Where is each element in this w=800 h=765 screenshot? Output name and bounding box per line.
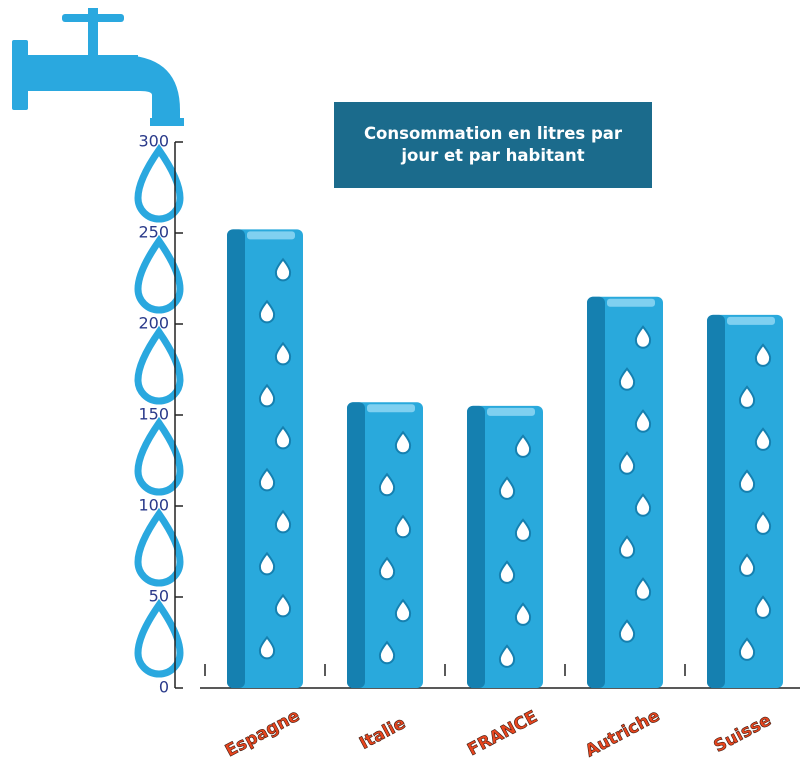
chart-title: Consommation en litres par jour et par h…	[334, 102, 652, 188]
y-tick-label: 200	[138, 314, 169, 333]
drop-icon	[138, 241, 180, 310]
drop-icon	[138, 423, 180, 492]
y-tick-label: 50	[149, 587, 169, 606]
y-tick-label: 0	[159, 678, 169, 697]
bar-top	[727, 317, 775, 325]
bar-group	[587, 297, 663, 688]
x-tick-label: FRANCE	[464, 707, 541, 760]
bar-side	[587, 297, 605, 688]
bar-top	[487, 408, 535, 416]
faucet	[12, 8, 184, 126]
drop-icon	[138, 514, 180, 583]
bar-group	[227, 229, 303, 688]
y-tick-label: 150	[138, 405, 169, 424]
chart-root: 0 50 100 150 200 250 300 Espagne Italie FRANCE Aut…	[0, 0, 800, 765]
bar-side	[707, 315, 725, 688]
drop-icon	[138, 332, 180, 401]
x-tick-label: Suisse	[711, 710, 775, 757]
x-tick-label: Espagne	[222, 706, 303, 762]
y-tick-label: 300	[138, 132, 169, 151]
drop-icon	[138, 150, 180, 219]
bar-group	[347, 402, 423, 688]
x-tick-label: Autriche	[582, 706, 663, 762]
drop-icon	[138, 605, 180, 674]
bar-top	[607, 299, 655, 307]
y-tick-label: 250	[138, 223, 169, 242]
y-tick-label: 100	[138, 496, 169, 515]
bar-side	[347, 402, 365, 688]
bar-side	[467, 406, 485, 688]
bar-group	[467, 406, 543, 688]
bar-top	[367, 404, 415, 412]
bar-group	[707, 315, 783, 688]
bar-top	[247, 231, 295, 239]
x-tick-label: Italie	[356, 713, 409, 754]
bar-side	[227, 229, 245, 688]
